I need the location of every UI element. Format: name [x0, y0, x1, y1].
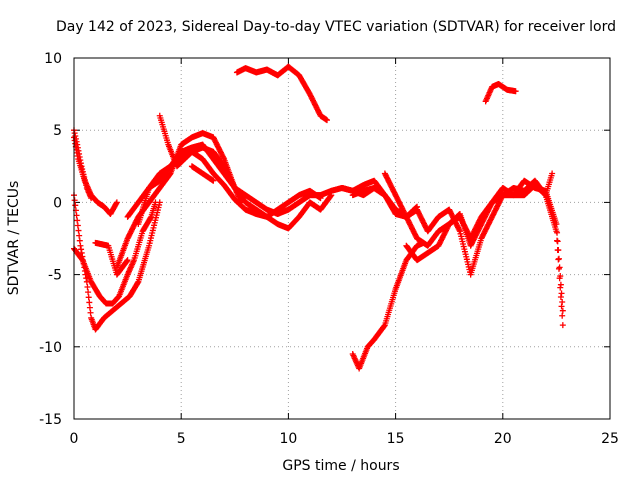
- series-arc-a1: [71, 134, 120, 217]
- data-point: [420, 239, 427, 246]
- series-arc-a2: [71, 127, 95, 202]
- data-point: [134, 279, 141, 286]
- series-arc-e1: [339, 177, 566, 329]
- data-point: [414, 203, 421, 210]
- data-point: [81, 176, 88, 183]
- data-point: [79, 166, 86, 173]
- data-point: [147, 214, 154, 221]
- data-point: [323, 117, 330, 124]
- y-tick-label: -5: [48, 268, 62, 284]
- series-arc-c5: [188, 163, 217, 184]
- data-point: [85, 294, 92, 301]
- data-point: [88, 195, 95, 202]
- grid: [74, 58, 610, 419]
- data-point: [559, 307, 566, 314]
- x-tick-label: 0: [70, 431, 79, 447]
- y-tick-label: 5: [53, 123, 62, 139]
- data-point: [79, 168, 86, 175]
- y-tick-label: 0: [53, 195, 62, 211]
- data-point: [549, 170, 556, 177]
- y-axis-label: SDTVAR / TECUs: [6, 181, 22, 296]
- data-point: [82, 179, 89, 186]
- y-tick-labels: -15 -10 -5 0 5 10: [39, 51, 62, 428]
- series-arc-b2: [71, 199, 159, 307]
- data-point: [554, 229, 561, 236]
- data-point: [73, 212, 80, 219]
- data-point: [124, 257, 131, 264]
- data-point: [557, 281, 564, 288]
- series-arc-b3: [92, 239, 131, 278]
- x-tick-label: 25: [601, 431, 619, 447]
- data-point: [78, 163, 85, 170]
- series-arc-c4: [156, 112, 245, 206]
- x-tick-label: 15: [387, 431, 405, 447]
- data-point: [74, 222, 81, 229]
- data-point: [80, 171, 87, 178]
- data-point: [512, 88, 519, 95]
- x-tick-labels: 0 5 10 15 20 25: [70, 431, 619, 447]
- data-point: [555, 247, 562, 254]
- x-axis-label: GPS time / hours: [282, 458, 399, 474]
- y-tick-label: 10: [44, 51, 62, 67]
- data-point: [553, 221, 560, 228]
- chart-title: Day 142 of 2023, Sidereal Day-to-day VTE…: [56, 19, 616, 35]
- data-point: [76, 232, 83, 239]
- data-point: [71, 197, 78, 204]
- data-point: [75, 227, 82, 234]
- data-point: [74, 217, 81, 224]
- data-point: [317, 195, 324, 202]
- x-tick-label: 20: [494, 431, 512, 447]
- axis-ticks: [73, 57, 611, 420]
- data-point: [86, 299, 93, 306]
- data-point: [559, 299, 566, 306]
- data-point: [559, 322, 566, 329]
- data-point: [152, 199, 159, 206]
- data-point: [76, 237, 83, 244]
- plot-frame: [73, 57, 611, 420]
- data-series: [71, 63, 566, 372]
- series-arc-g1: [482, 80, 519, 105]
- x-tick-label: 10: [279, 431, 297, 447]
- data-point: [238, 199, 245, 206]
- series-arc-c3: [135, 148, 324, 228]
- series-arc-f1: [349, 239, 427, 372]
- data-point: [113, 199, 120, 206]
- data-point: [85, 289, 92, 296]
- data-point: [555, 255, 562, 262]
- series-arc-d1: [233, 63, 330, 124]
- data-point: [81, 174, 88, 181]
- x-tick-label: 5: [177, 431, 186, 447]
- series-arc-e4: [403, 170, 556, 264]
- data-point: [556, 264, 563, 271]
- y-tick-label: -10: [39, 340, 62, 356]
- data-point: [72, 202, 79, 209]
- data-point: [557, 273, 564, 280]
- data-point: [558, 290, 565, 297]
- data-point: [86, 304, 93, 311]
- data-point: [83, 182, 90, 189]
- data-point: [84, 283, 91, 290]
- series-arc-e3: [381, 170, 566, 314]
- data-point: [559, 312, 566, 319]
- y-tick-label: -15: [39, 412, 62, 428]
- data-point: [87, 309, 94, 316]
- data-point: [554, 238, 561, 245]
- data-point: [210, 177, 217, 184]
- series-arc-e2: [349, 184, 421, 220]
